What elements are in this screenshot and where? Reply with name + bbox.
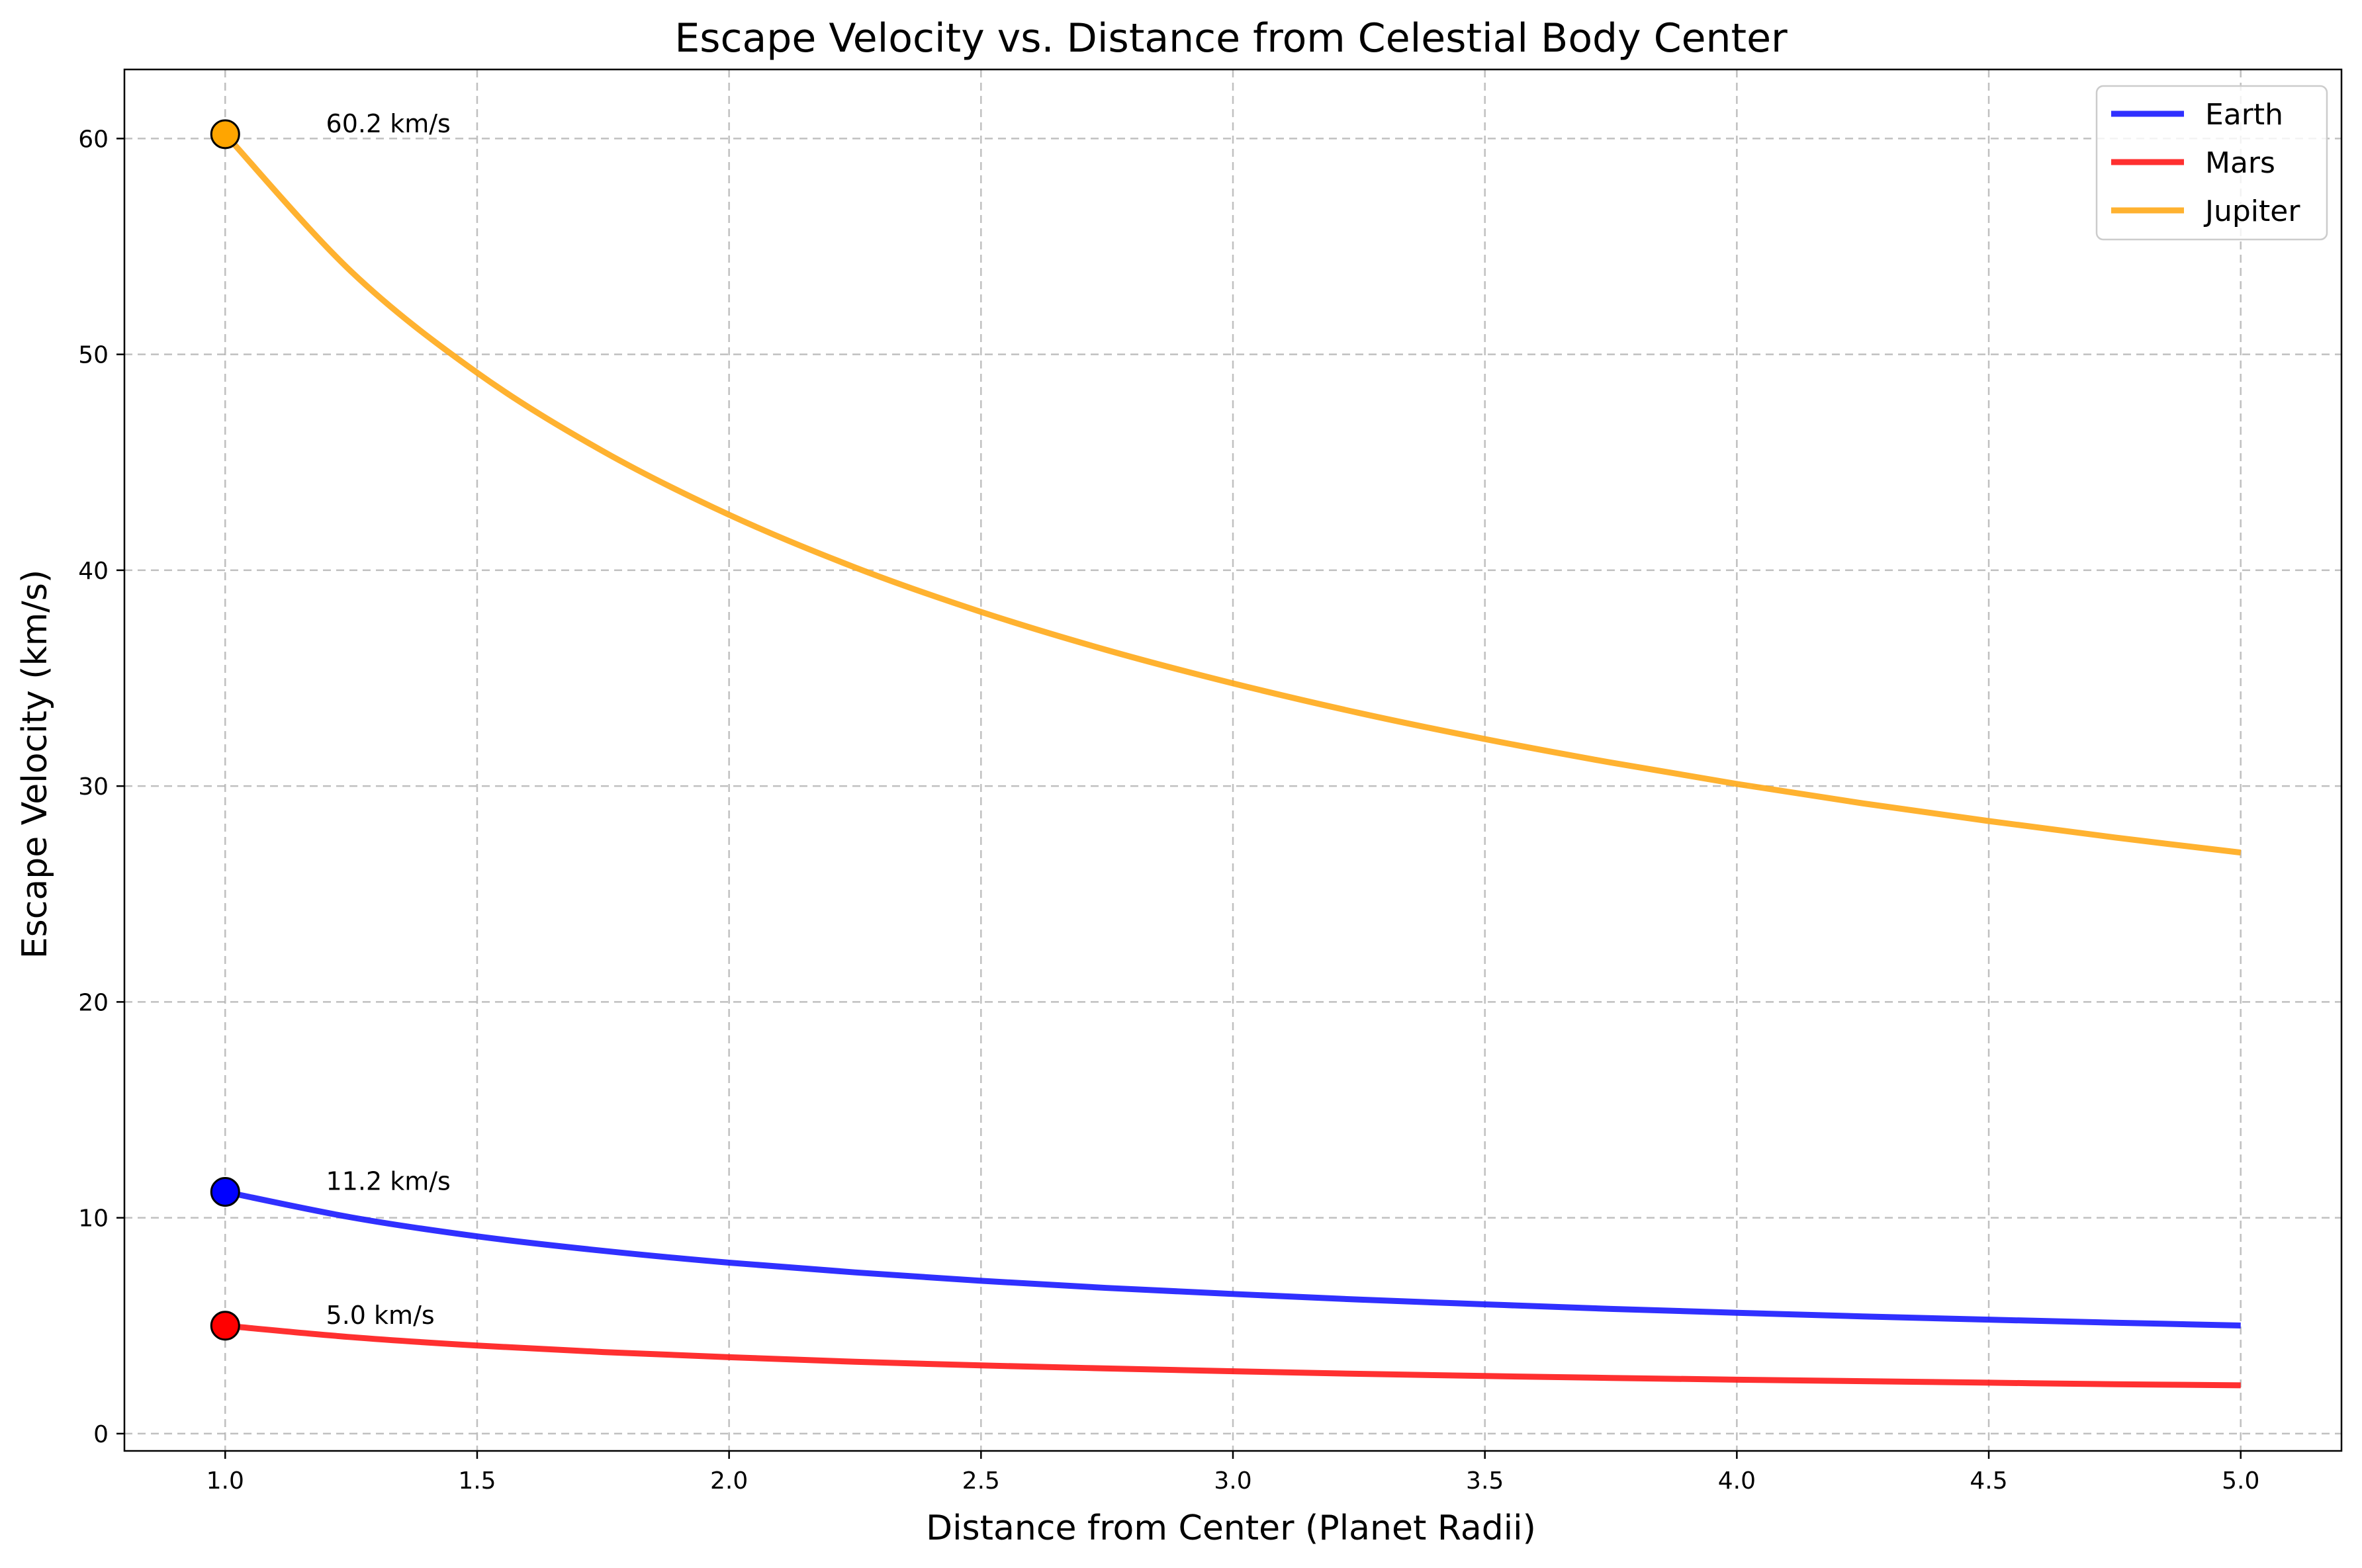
legend-label-mars: Mars	[2205, 146, 2275, 180]
y-tick-label: 40	[78, 558, 109, 585]
x-tick-label: 1.0	[206, 1467, 244, 1495]
x-tick-label: 2.0	[710, 1467, 748, 1495]
x-tick-label: 1.5	[458, 1467, 496, 1495]
legend: Earth Mars Jupiter	[2095, 85, 2328, 241]
annotation-earth: 11.2 km/s	[326, 1167, 451, 1196]
surface-marker-earth	[210, 1177, 240, 1207]
y-axis-label: Escape Velocity (km/s)	[15, 570, 55, 959]
x-tick-label: 2.5	[962, 1467, 1000, 1495]
chart-title: Escape Velocity vs. Distance from Celest…	[674, 15, 1788, 62]
axis-ticks: 1.0 1.5 2.0 2.5 3.0 3.5 4.0 4.5 5.0 0 10 20 30 40 50 60	[78, 126, 2259, 1495]
x-tick-label: 4.5	[1970, 1467, 2007, 1495]
series-line-mars	[224, 1323, 2241, 1389]
surface-marker-mars	[210, 1311, 240, 1341]
x-axis-label: Distance from Center (Planet Radii)	[926, 1508, 1536, 1548]
x-tick-label: 3.5	[1466, 1467, 1504, 1495]
series-line-jupiter	[222, 132, 2242, 856]
y-tick-label: 20	[78, 989, 109, 1016]
legend-box	[2095, 85, 2328, 241]
x-tick-label: 5.0	[2222, 1467, 2259, 1495]
y-tick-label: 30	[78, 773, 109, 801]
x-tick-label: 3.0	[1214, 1467, 1251, 1495]
grid	[124, 69, 2341, 1451]
surface-marker-jupiter	[210, 119, 240, 150]
annotations: 11.2 km/s 5.0 km/s 60.2 km/s	[326, 109, 451, 1330]
legend-label-jupiter: Jupiter	[2203, 195, 2300, 228]
annotation-mars: 5.0 km/s	[326, 1301, 435, 1330]
annotation-jupiter: 60.2 km/s	[326, 109, 451, 138]
legend-label-earth: Earth	[2205, 98, 2283, 132]
series-line-earth	[224, 1189, 2241, 1328]
y-tick-label: 50	[78, 342, 109, 369]
y-tick-label: 60	[78, 126, 109, 153]
plot-area	[210, 119, 2242, 1389]
y-tick-label: 10	[78, 1205, 109, 1233]
y-tick-label: 0	[93, 1421, 109, 1448]
x-tick-label: 4.0	[1718, 1467, 1756, 1495]
